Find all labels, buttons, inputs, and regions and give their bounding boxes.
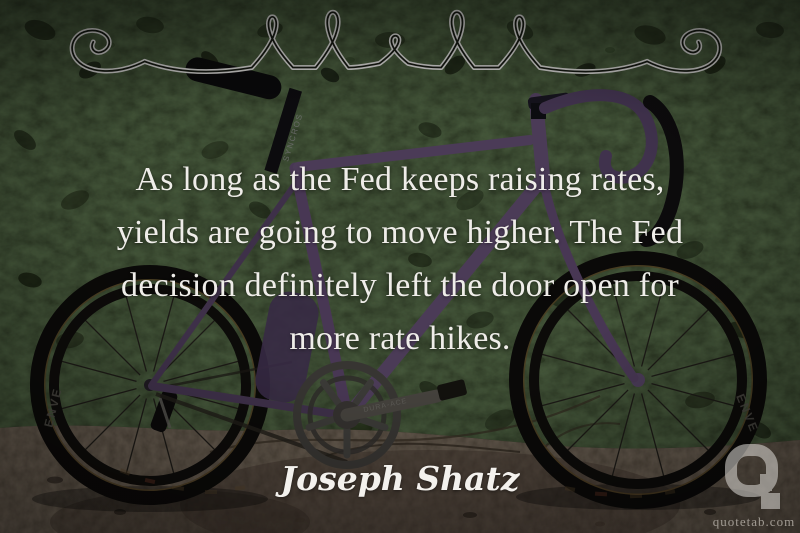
tire-decals xyxy=(119,468,246,494)
watermark: quotetab.com xyxy=(706,444,800,530)
author-name: Joseph Shatz xyxy=(280,459,520,498)
saddle xyxy=(185,57,282,100)
handlebar xyxy=(527,89,684,247)
tire-decals xyxy=(564,486,676,499)
front-wheel: ENVE xyxy=(509,251,767,509)
crankset: DURA-ACE xyxy=(293,361,467,469)
quote-line: more rate hikes. xyxy=(289,320,511,357)
quote-line: yields are going to move higher. The Fed xyxy=(116,214,684,251)
brake-lever xyxy=(639,95,684,247)
quote-line: decision definitely left the door open f… xyxy=(121,267,679,304)
ivy-wall xyxy=(0,0,800,470)
quote-text: As long as the Fed keeps raising rates, … xyxy=(0,153,800,365)
water-bottle xyxy=(255,291,319,403)
watermark-site-label: quotetab.com xyxy=(712,514,796,529)
pedal xyxy=(437,379,467,401)
flourish-divider-icon xyxy=(50,4,750,86)
quotetab-q-logo-icon xyxy=(725,444,780,509)
quote-line: As long as the Fed keeps raising rates, xyxy=(135,161,665,198)
